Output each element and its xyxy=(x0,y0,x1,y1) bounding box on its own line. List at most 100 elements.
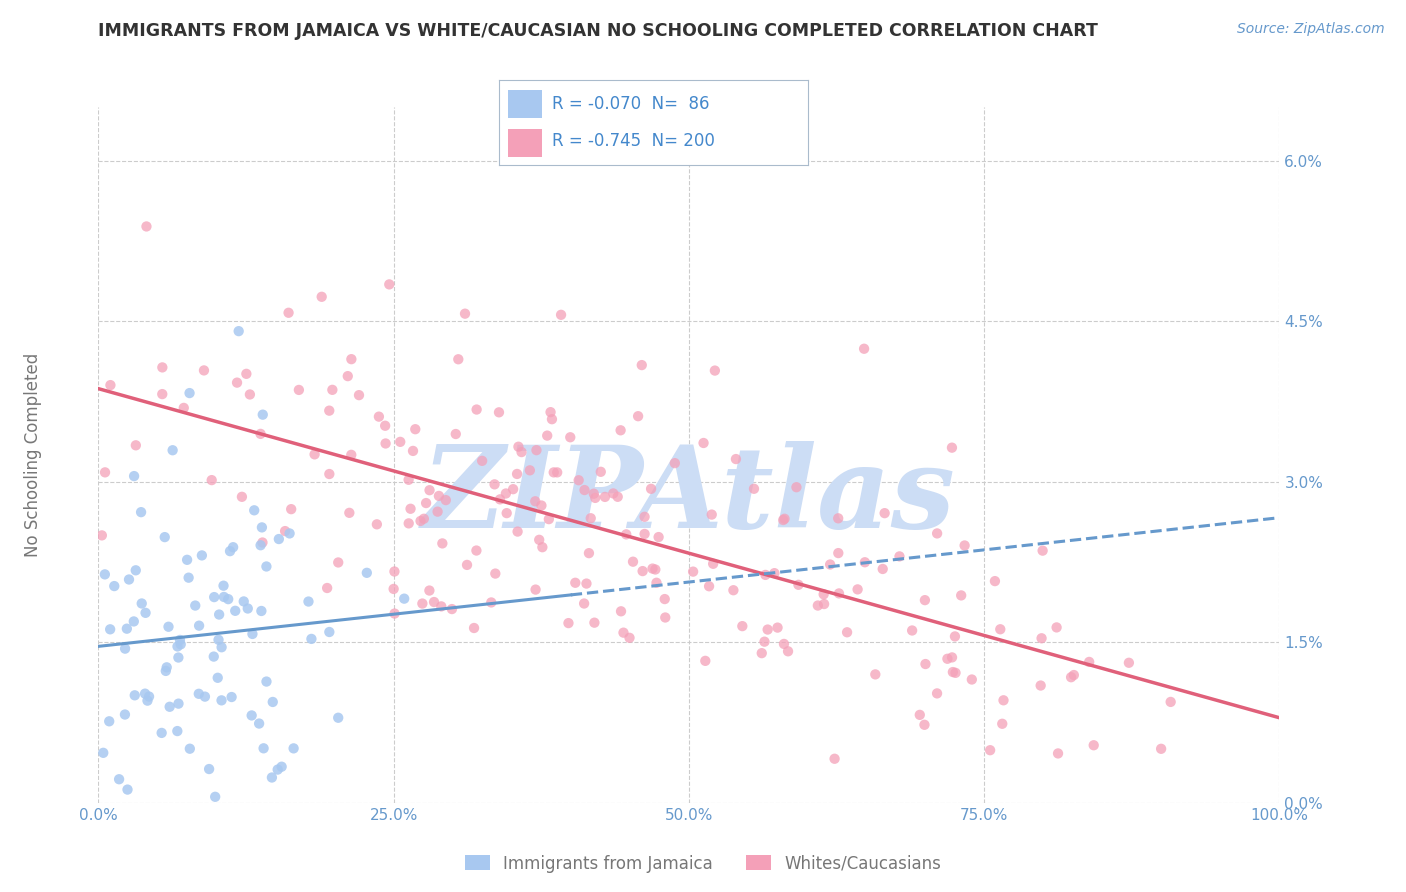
Point xyxy=(495,486,517,500)
Point xyxy=(546,466,568,480)
Point xyxy=(754,634,776,648)
Point xyxy=(993,693,1015,707)
Point xyxy=(156,660,179,674)
Point xyxy=(235,367,257,381)
Point xyxy=(471,454,494,468)
Point xyxy=(138,690,160,704)
Point xyxy=(489,492,512,507)
Text: Source: ZipAtlas.com: Source: ZipAtlas.com xyxy=(1237,22,1385,37)
Point xyxy=(1045,620,1067,634)
Point xyxy=(252,535,274,549)
Point xyxy=(941,441,963,455)
Point xyxy=(582,486,605,500)
Point xyxy=(98,714,121,729)
Point xyxy=(575,576,598,591)
Point xyxy=(751,646,773,660)
Point xyxy=(232,594,254,608)
Text: R = -0.070  N=  86: R = -0.070 N= 86 xyxy=(551,95,709,113)
Point xyxy=(129,505,152,519)
Point xyxy=(226,376,249,390)
Point xyxy=(378,277,401,292)
Point xyxy=(304,447,326,461)
Point xyxy=(136,693,159,707)
Point xyxy=(155,664,177,678)
Point xyxy=(412,512,434,526)
Point xyxy=(404,422,426,436)
Point xyxy=(785,480,807,494)
Point xyxy=(384,607,406,621)
Point xyxy=(526,443,548,458)
Point xyxy=(828,586,851,600)
Point xyxy=(166,640,188,654)
Point xyxy=(697,579,720,593)
Point xyxy=(495,506,517,520)
Point xyxy=(773,637,796,651)
Point xyxy=(177,571,200,585)
Point xyxy=(664,456,686,470)
Point xyxy=(188,618,211,632)
Point xyxy=(224,604,246,618)
Point xyxy=(1060,670,1083,684)
Point xyxy=(288,383,311,397)
Point xyxy=(1032,543,1054,558)
Point xyxy=(754,568,776,582)
Point xyxy=(578,546,600,560)
Point xyxy=(299,632,322,646)
Point xyxy=(1083,738,1105,752)
Point xyxy=(692,436,714,450)
Point xyxy=(645,575,668,590)
Point xyxy=(510,445,533,459)
Point xyxy=(219,544,242,558)
Point xyxy=(531,540,554,554)
Point xyxy=(278,526,301,541)
Point xyxy=(456,558,478,572)
Point xyxy=(506,467,529,481)
Point xyxy=(700,508,723,522)
Point xyxy=(398,473,420,487)
Point xyxy=(766,621,789,635)
Point xyxy=(529,533,551,547)
Point xyxy=(134,687,156,701)
Point xyxy=(217,592,239,607)
Point xyxy=(1160,695,1182,709)
Point xyxy=(827,511,849,525)
Point xyxy=(724,452,747,467)
Point xyxy=(167,697,190,711)
Point xyxy=(356,566,378,580)
Point xyxy=(914,657,936,671)
Point xyxy=(103,579,125,593)
Point xyxy=(682,565,704,579)
Point xyxy=(167,650,190,665)
Point xyxy=(813,587,835,601)
Point xyxy=(169,632,191,647)
Point xyxy=(593,490,616,504)
Point xyxy=(374,418,396,433)
Point xyxy=(125,438,148,452)
Point xyxy=(508,440,530,454)
Point xyxy=(283,741,305,756)
Point xyxy=(440,602,463,616)
Point xyxy=(207,632,229,647)
Point xyxy=(627,409,650,424)
Point xyxy=(609,423,631,437)
Point xyxy=(340,448,363,462)
Point xyxy=(537,512,560,526)
Point xyxy=(865,667,887,681)
Point xyxy=(150,726,173,740)
Point xyxy=(316,581,339,595)
Point xyxy=(157,620,180,634)
Point xyxy=(925,686,948,700)
Point xyxy=(723,583,745,598)
Point xyxy=(654,592,676,607)
Point xyxy=(187,687,209,701)
Point xyxy=(557,616,579,631)
Point xyxy=(630,358,652,372)
Point xyxy=(98,623,121,637)
Point xyxy=(941,650,963,665)
Point xyxy=(193,363,215,377)
Point xyxy=(763,566,786,581)
Point xyxy=(853,342,876,356)
Point xyxy=(463,621,485,635)
Point xyxy=(162,443,184,458)
Point xyxy=(1029,679,1052,693)
